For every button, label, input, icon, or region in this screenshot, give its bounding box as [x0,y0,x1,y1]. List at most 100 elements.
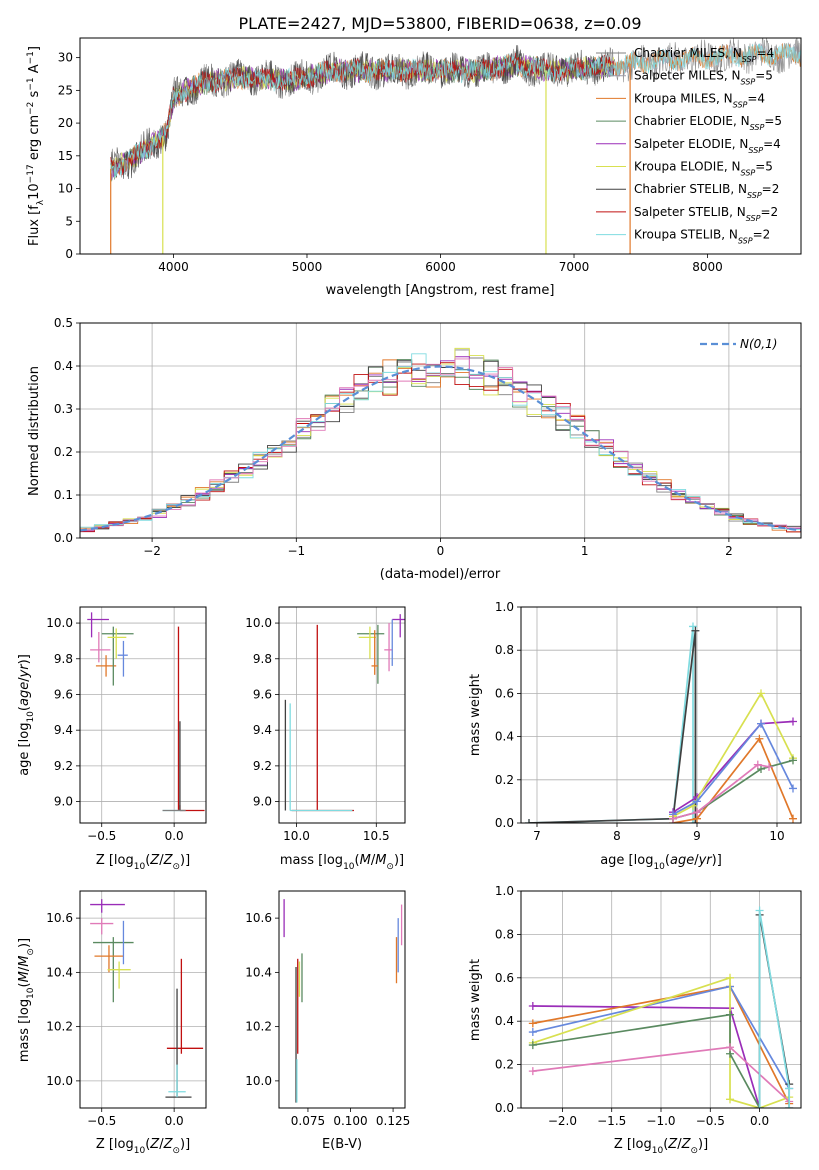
data-point-marker [726,1095,735,1104]
x-tick-label: −0.5 [696,1114,725,1128]
errorbar-point [357,624,385,684]
series-line [672,737,794,823]
errorbar-point [117,640,128,677]
y-tick-label: 10.4 [46,965,73,979]
y-tick-label: 9.8 [253,652,272,666]
y-tick-label: 9.6 [253,687,272,701]
y-tick-label: 10.0 [245,1074,272,1088]
y-tick-label: 9.0 [54,795,73,809]
y-tick-label: 10.0 [46,1074,73,1088]
x-tick-label: 7000 [559,260,590,274]
data-point-marker [755,734,764,743]
y-tick-label: 9.8 [54,652,73,666]
data-point-marker [785,1104,794,1108]
series-line [532,1013,761,1108]
series-line [672,722,794,816]
x-axis-label: mass [log10(M/M⊙)] [280,853,404,872]
data-point-marker [691,819,700,823]
y-tick-label: 10.6 [245,911,272,925]
plot-area-age_vs_Z [87,612,205,812]
legend-label: Kroupa MILES, NSSP=4 [634,91,765,109]
x-tick-label: −0.5 [87,829,116,843]
panel-residuals: −2 −1 0 1 2 0.0 0.1 0.2 0.3 0.4 0.5 [54,316,802,558]
y-tick-label: 10.0 [245,616,272,630]
spectrum-legend: Chabrier MILES, NSSP=4 Salpeter MILES, NS… [596,46,782,245]
y-tick-label: 0.8 [495,643,514,657]
x-tick-label: −1.0 [646,1114,675,1128]
data-point-marker [726,1010,735,1019]
y-tick-label: 0.5 [54,316,73,330]
panel-mass_vs_EBV: 0.075 0.100 0.125 10.0 10.2 10.4 10.6 [245,890,410,1128]
x-axis-label: Z [log10(Z/Z⊙)] [96,1137,190,1156]
x-tick-label: −0.5 [87,1114,116,1128]
x-axis-label: Z [log10(Z/Z⊙)] [96,853,190,872]
panel-age_vs_Z: −0.5 0.0 9.0 9.2 9.4 9.6 9.8 10.0 [46,606,207,843]
data-point-marker [789,717,797,726]
y-tick-label: 1.0 [495,884,514,898]
plot-area-age_vs_mass [284,614,405,812]
y-tick-label: 0 [65,247,73,261]
data-point-marker [757,765,765,773]
panel-age_vs_mass: 10.0 10.5 9.0 9.2 9.4 9.6 9.8 10.0 [245,606,406,843]
data-point-marker [528,1019,537,1028]
y-tick-label: 0.4 [54,359,73,373]
y-tick-label: 1.0 [495,600,514,614]
data-point-marker [755,906,764,915]
y-tick-label: 0.0 [495,1101,514,1115]
data-point-marker [693,797,701,806]
data-point-marker [528,1041,537,1050]
x-tick-label: −2 [143,544,161,558]
axes-frame [79,606,207,824]
y-axis-label: age [log10(age/yr)] [17,654,36,776]
errorbar-point [168,1064,186,1098]
x-tick-label: 0.125 [376,1114,410,1128]
y-tick-label: 10.0 [46,616,73,630]
x-tick-label: 10 [769,829,784,843]
x-tick-label: 1 [581,544,589,558]
panel-mass_vs_Z: −0.5 0.0 10.0 10.2 10.4 10.6 [46,890,207,1128]
y-tick-label: 9.2 [253,759,272,773]
errorbar-point [166,958,204,1054]
y-tick-label: 0.8 [495,927,514,941]
data-point-marker [528,1002,537,1011]
axes-frame [278,606,406,824]
x-axis-label: Z [log10(Z/Z⊙)] [614,1137,708,1156]
y-tick-label: 0.0 [495,816,514,830]
data-point-marker [689,622,697,631]
x-tick-label: −1.5 [597,1114,626,1128]
data-point-marker [525,819,533,823]
plot-area-mass_vs_Z [90,899,204,1098]
plot-area-spectrum [110,38,801,254]
x-tick-label: 4000 [158,260,189,274]
panel-spectrum: 4000 5000 6000 7000 8000 0 5 10 15 20 25 30 [58,37,802,274]
y-axis-label: Flux [fλ10−17 erg cm−2 s−1 A−1] [26,46,46,246]
errorbar-point [289,703,353,812]
y-axis-label: mass weight [468,959,483,1041]
spectrum-line [110,38,801,178]
data-point-marker [693,808,701,817]
data-point-marker [726,973,735,982]
errorbar-point [107,961,131,989]
data-point-marker [757,689,765,698]
x-tick-label: 5000 [292,260,323,274]
y-tick-label: 10.4 [245,965,272,979]
y-tick-label: 25 [58,83,73,97]
x-tick-label: 9 [693,829,701,843]
spectrum-line [110,42,801,178]
y-axis-label: mass [log10(M/M⊙)] [17,938,36,1062]
legend-label: Salpeter STELIB, NSSP=2 [634,205,778,223]
panel-weight_vs_Z: −2.0 −1.5 −1.0 −0.5 0.0 0.0 0.2 0.4 0.6 0.8 1.0 [495,884,802,1128]
y-tick-label: 9.2 [54,759,73,773]
y-tick-label: 10.2 [245,1020,272,1034]
y-tick-label: 10.2 [46,1020,73,1034]
axes-frame [520,606,802,824]
y-axis-label: mass weight [468,674,483,756]
plot-area-weight_vs_age [525,622,797,823]
y-tick-label: 30 [58,51,73,65]
y-tick-label: 9.4 [253,723,272,737]
axes-frame [79,890,207,1109]
x-tick-label: 0.0 [165,1114,184,1128]
data-point-marker [765,762,773,771]
y-tick-label: 20 [58,116,73,130]
